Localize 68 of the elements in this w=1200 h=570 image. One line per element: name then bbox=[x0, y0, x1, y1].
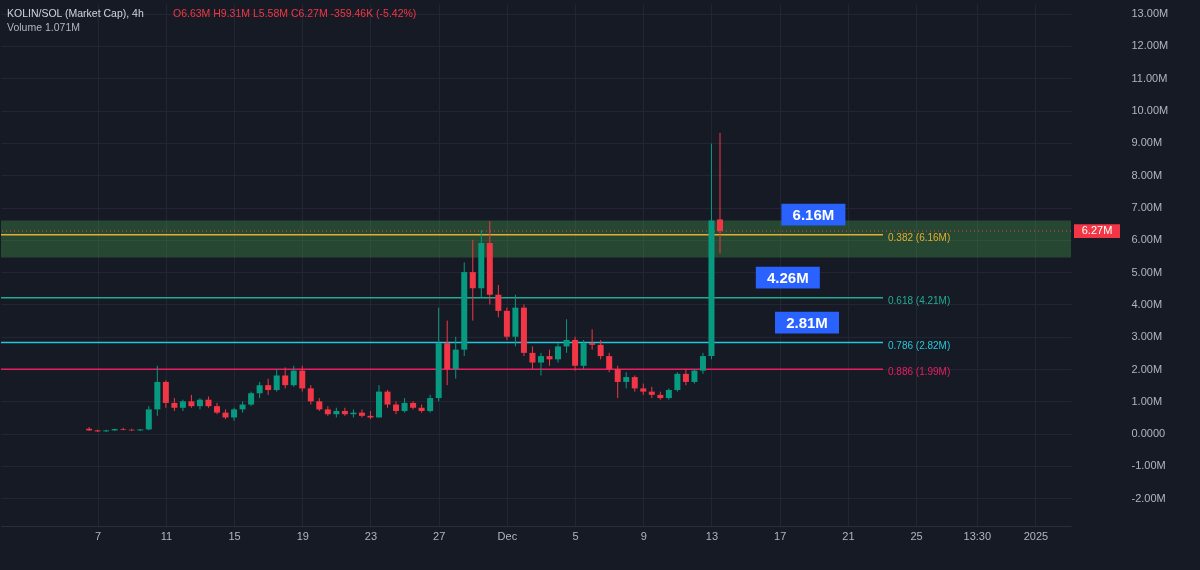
y-tick-label: 9.00M bbox=[1131, 136, 1163, 149]
ref-line-label: 0.886 (1.99M) bbox=[888, 366, 951, 378]
candlestick bbox=[393, 400, 400, 415]
y-tick-label: 3.00M bbox=[1131, 330, 1163, 343]
ref-line-label: 0.382 (6.16M) bbox=[888, 231, 951, 243]
x-tick-label: 5 bbox=[572, 529, 579, 542]
annotation: 6.16M bbox=[792, 205, 835, 223]
y-tick-label: -2.00M bbox=[1131, 491, 1166, 504]
x-tick-label: 11 bbox=[160, 529, 173, 542]
candlestick bbox=[606, 352, 613, 373]
candlestick bbox=[555, 342, 562, 364]
y-tick-label: 2.00M bbox=[1131, 362, 1163, 375]
candlestick bbox=[682, 368, 689, 386]
x-tick-label: 25 bbox=[910, 529, 923, 542]
chart-subtitle: O6.63M H9.31M L5.58M C6.27M -359.46K (-5.42%) bbox=[173, 7, 417, 19]
chart-title: KOLIN/SOL (Market Cap), 4h bbox=[7, 7, 144, 19]
candlestick bbox=[162, 379, 169, 409]
x-tick-label: 13 bbox=[705, 529, 719, 542]
y-tick-label: 8.00M bbox=[1131, 168, 1163, 181]
y-tick-label: 5.00M bbox=[1131, 265, 1163, 278]
candlestick bbox=[674, 371, 681, 393]
candlestick bbox=[597, 339, 604, 360]
candlestick bbox=[307, 384, 314, 406]
y-tick-label: 4.00M bbox=[1131, 297, 1163, 310]
ref-line-label: 6.27M bbox=[1081, 224, 1113, 237]
y-tick-label: 12.00M bbox=[1131, 39, 1169, 52]
x-tick-label: 27 bbox=[433, 529, 446, 542]
y-tick-label: -1.00M bbox=[1131, 459, 1166, 472]
candlestick bbox=[563, 318, 570, 354]
annotation: 2.81M bbox=[786, 313, 828, 331]
x-tick-label: 13:30 bbox=[963, 529, 992, 542]
y-tick-label: 11.00M bbox=[1131, 71, 1168, 84]
candlestick bbox=[145, 405, 152, 431]
y-tick-label: 1.00M bbox=[1131, 394, 1163, 407]
candlestick bbox=[529, 345, 536, 370]
candlestick bbox=[614, 365, 621, 399]
x-tick-label: 15 bbox=[228, 529, 241, 542]
y-tick-label: 6.00M bbox=[1131, 233, 1163, 246]
x-tick-label: Dec bbox=[497, 529, 518, 542]
candlestick bbox=[299, 365, 306, 393]
candlestick bbox=[341, 407, 348, 417]
x-tick-label: 23 bbox=[364, 529, 378, 542]
y-tick-label: 10.00M bbox=[1131, 104, 1169, 117]
annotation: Volume 1.071M bbox=[7, 21, 80, 33]
y-tick-label: 7.00M bbox=[1131, 201, 1163, 213]
candlestick bbox=[589, 328, 596, 351]
ref-line-label: 0.786 (2.82M) bbox=[888, 339, 951, 351]
candlestick bbox=[495, 284, 502, 318]
candlestick bbox=[273, 368, 280, 393]
candlestick bbox=[699, 352, 706, 375]
x-tick-label: 9 bbox=[640, 529, 647, 542]
candlestick bbox=[452, 336, 459, 380]
y-tick-label: 13.00M bbox=[1131, 7, 1169, 20]
candlestick bbox=[290, 365, 297, 388]
candlestick bbox=[196, 397, 203, 410]
x-tick-label: 21 bbox=[842, 529, 855, 542]
candlestick bbox=[358, 408, 365, 418]
ref-line-label: 0.618 (4.21M) bbox=[888, 294, 951, 306]
candlestick bbox=[469, 239, 476, 322]
x-tick-label: 7 bbox=[95, 529, 102, 542]
x-tick-label: 19 bbox=[296, 529, 309, 542]
x-tick-label: 17 bbox=[774, 529, 787, 542]
y-tick-label: 0.0000 bbox=[1131, 427, 1166, 440]
candlestick bbox=[580, 339, 587, 370]
candlestick bbox=[282, 366, 289, 389]
candlestick bbox=[537, 352, 544, 376]
x-tick-label: 2025 bbox=[1023, 529, 1049, 542]
annotation: 4.26M bbox=[766, 268, 809, 286]
